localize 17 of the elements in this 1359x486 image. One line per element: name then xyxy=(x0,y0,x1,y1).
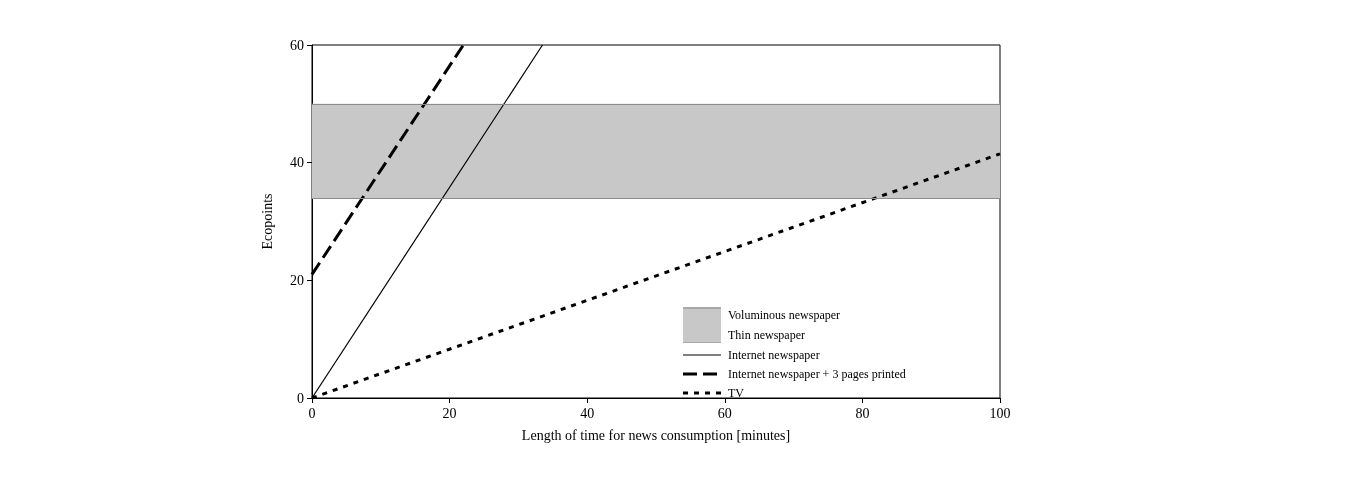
y-tick-label: 60 xyxy=(290,37,304,53)
x-tick-label: 20 xyxy=(442,405,457,421)
x-tick-label: 40 xyxy=(580,405,595,421)
x-tick-label: 60 xyxy=(717,405,732,421)
y-tick-label: 40 xyxy=(290,155,304,171)
x-tick-label: 100 xyxy=(989,405,1011,421)
legend-label: TV xyxy=(728,386,745,400)
legend-label: Internet newspaper xyxy=(728,348,820,362)
x-tick-label: 0 xyxy=(308,405,316,421)
y-axis-title: Ecopoints xyxy=(259,193,275,250)
legend-label: Thin newspaper xyxy=(728,328,805,342)
x-tick-label: 80 xyxy=(855,405,870,421)
y-tick-label: 0 xyxy=(297,390,304,406)
x-axis-title: Length of time for news consumption [minutes] xyxy=(521,427,791,443)
y-tick-label: 20 xyxy=(290,272,304,288)
legend-label: Internet newspaper + 3 pages printed xyxy=(728,367,906,381)
legend-label: Voluminous newspaper xyxy=(728,308,841,322)
